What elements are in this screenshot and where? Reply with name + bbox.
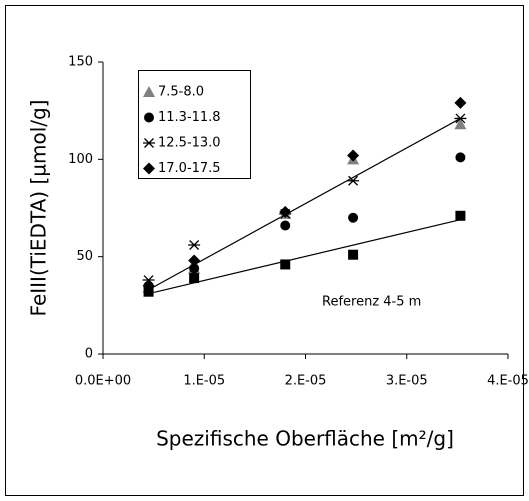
legend-label: 11.3-11.8: [158, 110, 221, 125]
chart-frame: [5, 5, 524, 496]
legend-label: 7.5-8.0: [158, 85, 204, 100]
point: [454, 113, 467, 124]
point: [455, 210, 466, 221]
trendline: [148, 117, 461, 291]
legend-label: 12.5-13.0: [158, 136, 221, 151]
point: [279, 205, 292, 218]
point: [454, 96, 467, 109]
legend-marker: [143, 86, 155, 97]
point: [189, 273, 200, 284]
point: [347, 175, 360, 186]
y-tick-label: 150: [68, 55, 93, 70]
point: [454, 118, 467, 130]
point: [455, 152, 466, 163]
legend-marker: [143, 138, 155, 148]
legend-marker: [144, 112, 154, 123]
point: [188, 254, 201, 267]
x-tick-label: 0.0E+00: [75, 374, 131, 389]
x-axis-title: Spezifische Oberfläche [m²/g]: [156, 427, 454, 451]
point: [189, 263, 200, 274]
legend-marker: [143, 162, 155, 175]
point: [143, 286, 154, 297]
series-annotation: Referenz 4-5 m: [322, 295, 421, 310]
x-tick-label: 3.E-05: [386, 374, 428, 389]
legend-label: 17.0-17.5: [158, 161, 221, 176]
y-tick-label: 0: [85, 347, 93, 362]
x-tick-label: 4.E-05: [487, 374, 529, 389]
point: [347, 149, 360, 162]
y-tick-label: 100: [68, 152, 93, 167]
legend: [138, 70, 251, 179]
y-tick-label: 50: [76, 249, 93, 264]
point: [348, 212, 359, 223]
trendline: [148, 219, 461, 295]
point: [188, 240, 201, 250]
x-tick-label: 1.E-05: [183, 374, 225, 389]
x-tick-label: 2.E-05: [285, 374, 327, 389]
point: [280, 259, 291, 270]
point: [280, 220, 291, 231]
y-axis-title: FeIII(TiEDTA) [µmol/g]: [27, 100, 51, 317]
point: [348, 249, 359, 260]
